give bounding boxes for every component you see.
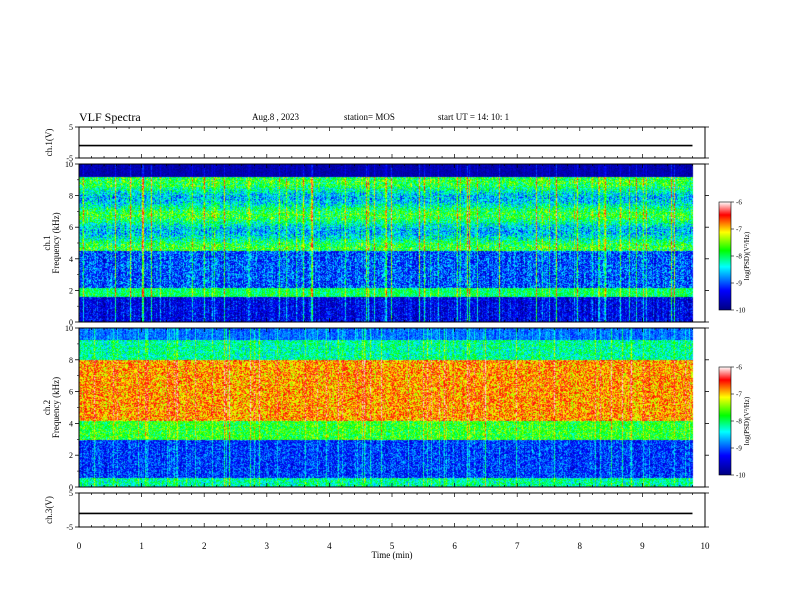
- ch1-waveform-frame: [78, 126, 706, 159]
- ch2-spectrogram-colorbar-tick-label: -9: [736, 445, 742, 453]
- ch2-spectrogram-ytick-label: 0: [69, 483, 73, 492]
- ch1-spectrogram-colorbar: [718, 201, 732, 311]
- xaxis-tick-label: 4: [327, 541, 332, 551]
- ch1-spectrogram-colorbar-label: log(PSD)(V²/Hz): [743, 231, 751, 280]
- ch1-spectrogram-ytick-label: 2: [69, 286, 73, 295]
- ch2-spectrogram-ytick-label: 10: [65, 324, 73, 333]
- xaxis-tick-label: 9: [640, 541, 645, 551]
- xaxis-tick-label: 10: [701, 541, 711, 551]
- xaxis-label: Time (min): [372, 550, 413, 560]
- ch1-spectrogram-image: [79, 164, 705, 322]
- ch1-waveform-ytick-label: -5: [66, 154, 73, 163]
- ch1-spectrogram-colorbar-tick-label: -7: [736, 226, 742, 234]
- ch1-spectrogram-colorbar-tick-label: -10: [736, 307, 746, 315]
- ch3-waveform-ylabel: ch.3(V): [44, 496, 54, 524]
- xaxis-tick-label: 1: [139, 541, 144, 551]
- ch1-spectrogram-ylabel: Frequency (kHz): [51, 212, 61, 273]
- ch3-waveform-frame: [78, 492, 706, 528]
- ch1-spectrogram-ytick-label: 10: [65, 160, 73, 169]
- ch1-waveform-ytick-label: 5: [69, 123, 73, 132]
- ch2-spectrogram-ylabel: Frequency (kHz): [51, 377, 61, 438]
- ch1-spectrogram-ylabel-channel: ch.1: [42, 235, 52, 250]
- ch2-spectrogram-ytick-label: 8: [69, 356, 73, 365]
- xaxis-tick-label: 6: [452, 541, 457, 551]
- xaxis-tick-label: 3: [265, 541, 270, 551]
- ch2-spectrogram-colorbar-label: log(PSD)(V²/Hz): [743, 396, 751, 445]
- ch2-spectrogram-colorbar-tick-label: -6: [736, 364, 742, 372]
- ch2-spectrogram-colorbar: [718, 366, 732, 476]
- ch1-spectrogram-colorbar-tick-label: -8: [736, 253, 742, 261]
- ch1-spectrogram-ytick-label: 6: [69, 223, 73, 232]
- ch2-spectrogram-ytick-label: 6: [69, 388, 73, 397]
- ch2-spectrogram-colorbar-tick-label: -8: [736, 418, 742, 426]
- ch1-spectrogram-ytick-label: 0: [69, 318, 73, 327]
- start-time-label: start UT = 14: 10: 1: [438, 112, 510, 122]
- ch3-waveform-ytick-label: -5: [66, 523, 73, 532]
- ch1-waveform-ylabel: ch.1(V): [44, 129, 54, 157]
- ch2-spectrogram-ytick-label: 4: [69, 419, 73, 428]
- ch2-spectrogram-image: [79, 328, 705, 487]
- ch2-spectrogram-ytick-label: 2: [69, 451, 73, 460]
- xaxis-tick-label: 5: [390, 541, 395, 551]
- ch1-spectrogram-colorbar-tick-label: -9: [736, 280, 742, 288]
- ch2-spectrogram-ylabel-channel: ch.2: [42, 400, 52, 415]
- chart-title: VLF Spectra: [79, 110, 141, 124]
- ch1-spectrogram-ytick-label: 4: [69, 255, 73, 264]
- ch3-waveform-ytick-label: 5: [69, 489, 73, 498]
- xaxis-tick-label: 0: [77, 541, 82, 551]
- ch1-spectrogram-colorbar-tick-label: -6: [736, 199, 742, 207]
- ch2-spectrogram-colorbar-tick-label: -10: [736, 472, 746, 480]
- ch1-spectrogram-ytick-label: 8: [69, 192, 73, 201]
- ch2-spectrogram-colorbar-tick-label: -7: [736, 391, 742, 399]
- station-label: station= MOS: [344, 112, 395, 122]
- xaxis-tick-label: 7: [515, 541, 520, 551]
- xaxis-tick-label: 8: [578, 541, 583, 551]
- date-label: Aug.8 , 2023: [252, 112, 299, 122]
- xaxis-tick-label: 2: [202, 541, 207, 551]
